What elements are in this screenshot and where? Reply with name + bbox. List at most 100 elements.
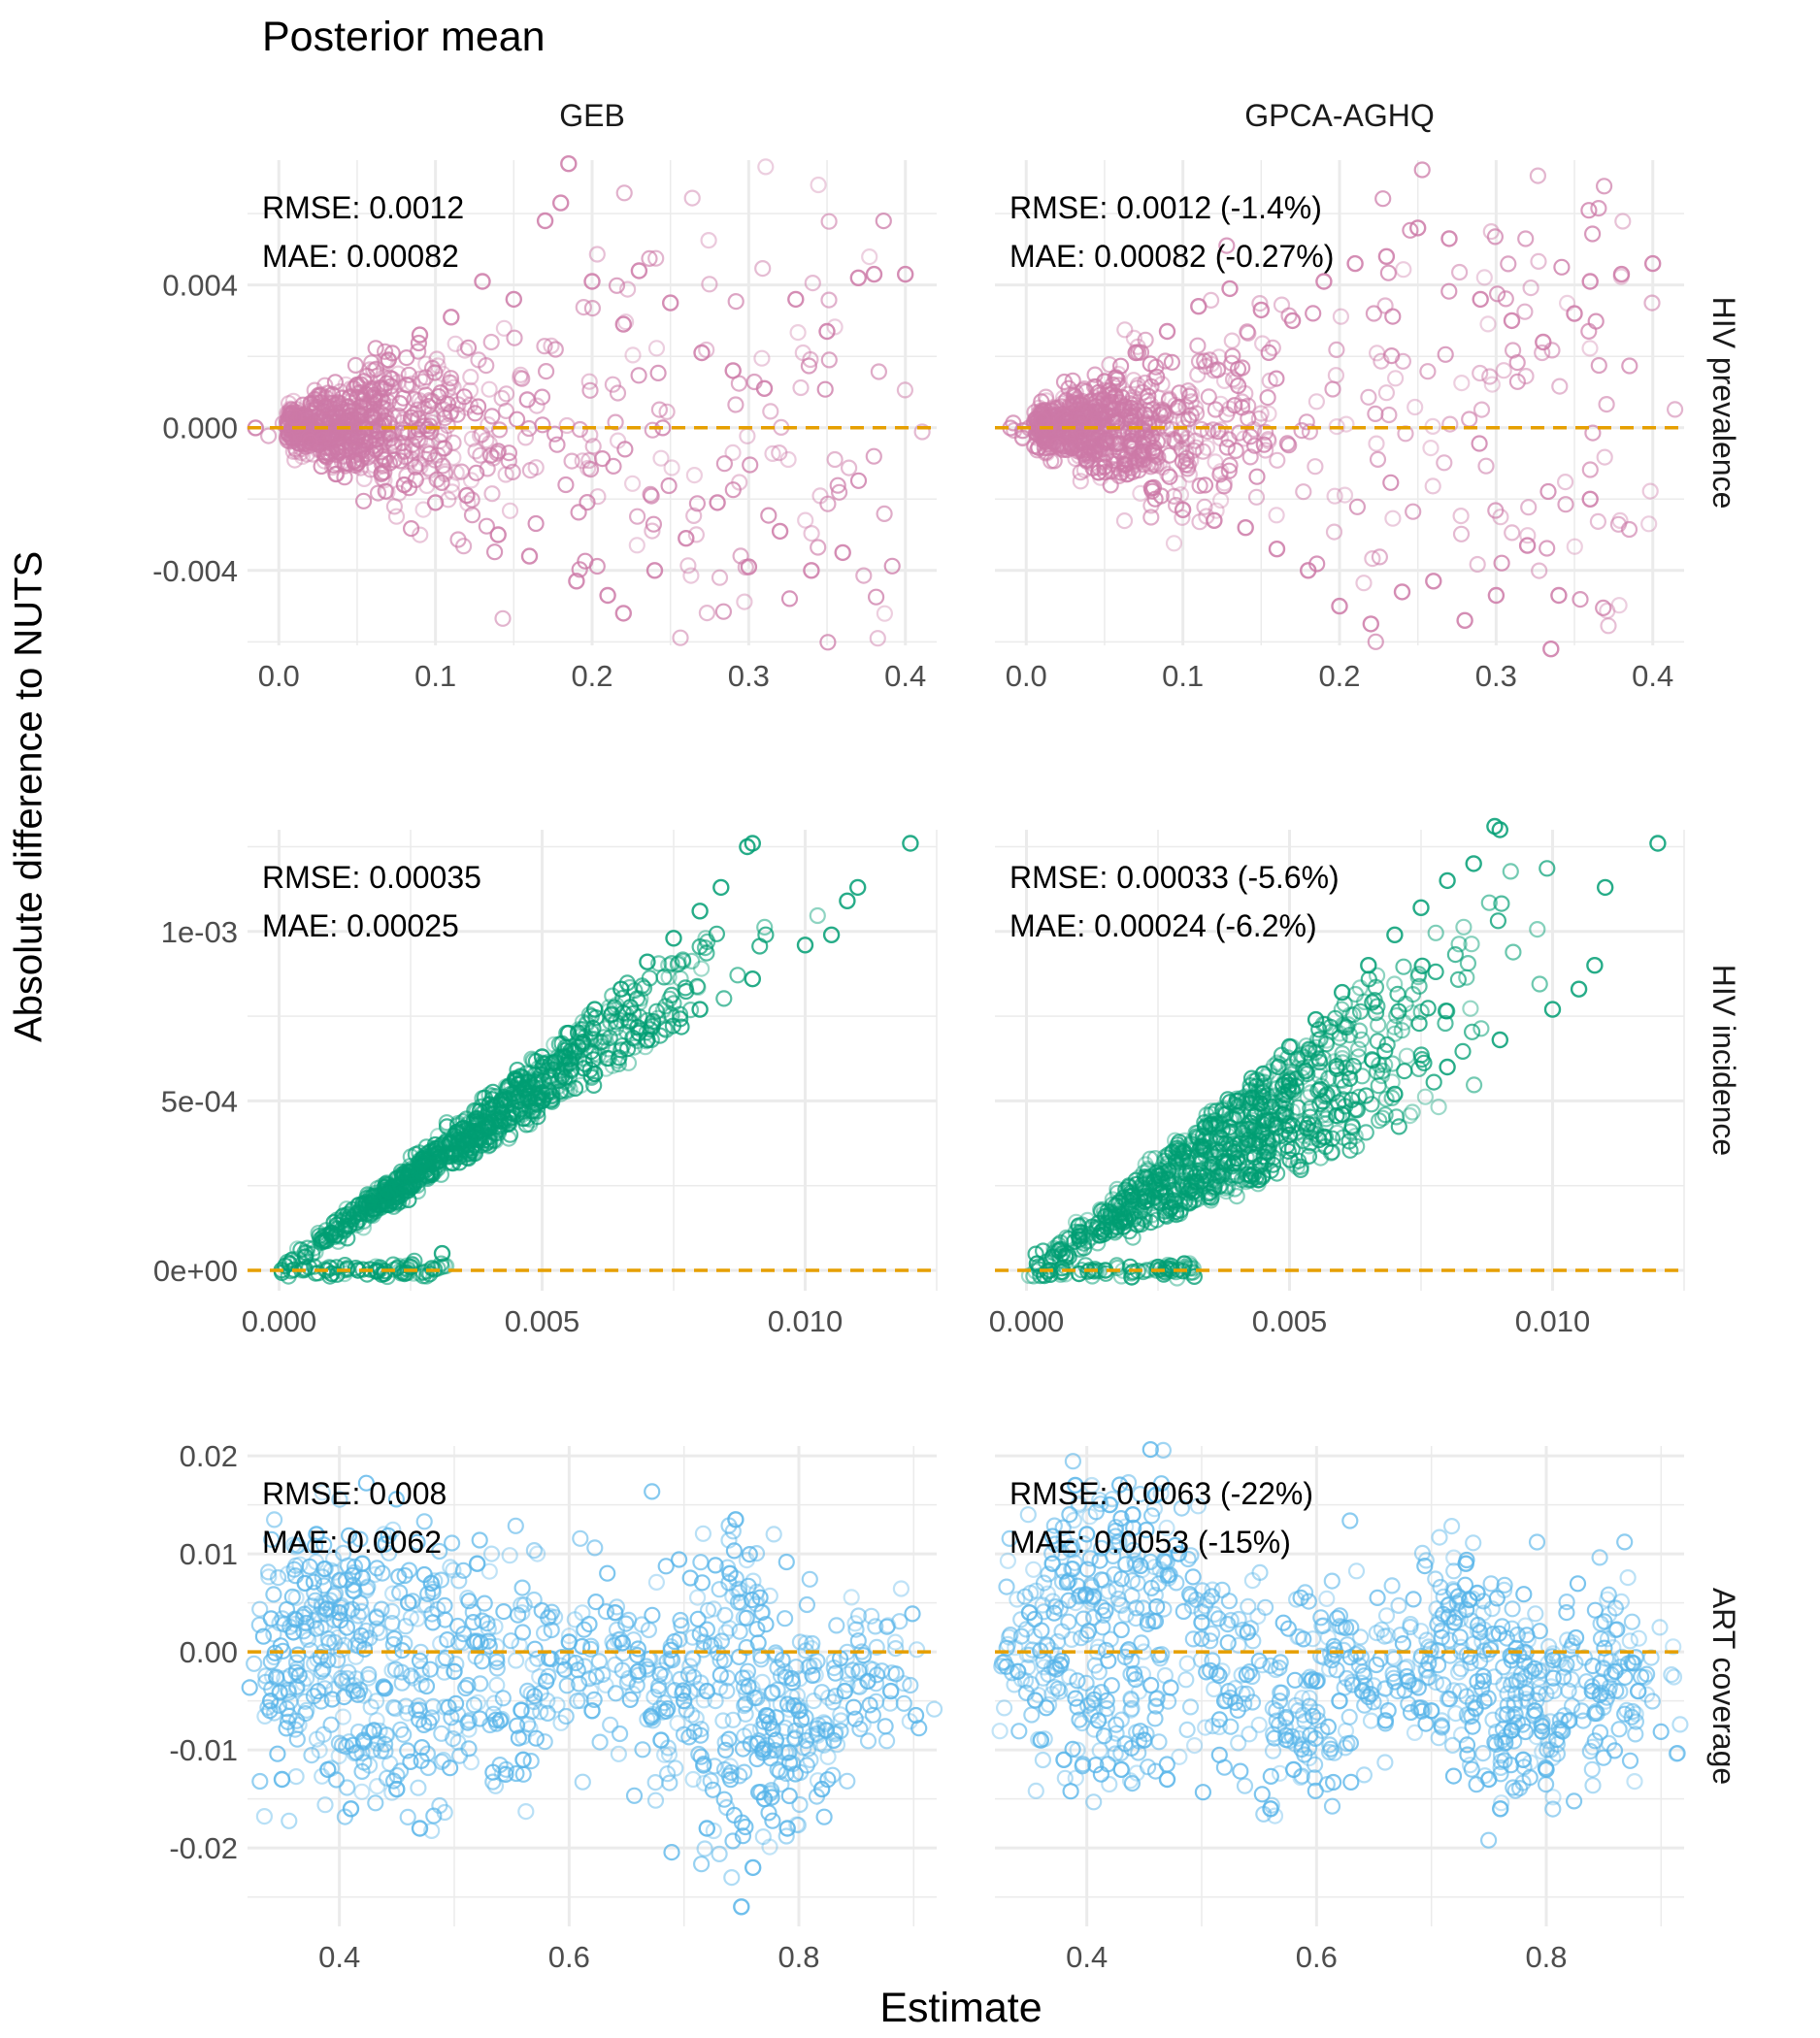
data-point [765, 1526, 782, 1543]
data-point [569, 1024, 587, 1041]
data-point [682, 567, 700, 584]
data-point [1234, 393, 1251, 411]
x-tick-label: 0.2 [1318, 659, 1360, 693]
data-point [1048, 437, 1067, 454]
data-point [1300, 1147, 1318, 1166]
data-point [480, 380, 498, 398]
data-point [661, 1005, 678, 1023]
data-point [1508, 373, 1527, 390]
data-point [1581, 461, 1599, 478]
data-point [1215, 475, 1234, 492]
data-point [1355, 575, 1373, 592]
data-point [498, 1081, 516, 1100]
data-point [443, 309, 460, 326]
data-point [396, 421, 414, 439]
data-point [407, 458, 424, 476]
data-point [1497, 290, 1514, 308]
data-point [819, 495, 837, 512]
data-point [1504, 524, 1521, 542]
data-point [1146, 490, 1164, 508]
data-point [1427, 924, 1444, 941]
data-point [1566, 305, 1583, 322]
data-point [1100, 421, 1117, 440]
data-point [678, 530, 695, 547]
data-point [1260, 344, 1277, 361]
data-point [1187, 439, 1205, 456]
data-point [1500, 255, 1517, 273]
data-point [1338, 415, 1355, 433]
data-point [1583, 225, 1602, 243]
data-point [486, 543, 504, 561]
data-point [839, 892, 856, 909]
data-point [347, 356, 364, 374]
data-point [1609, 515, 1628, 533]
data-point [1305, 305, 1322, 322]
mae-annotation: MAE: 0.00082 [262, 239, 459, 274]
row-strip-label: ART coverage [1706, 1588, 1741, 1785]
data-point [1085, 378, 1104, 395]
data-point [712, 878, 730, 897]
data-point [692, 1856, 711, 1873]
data-point [552, 194, 570, 212]
data-point [1479, 315, 1497, 333]
data-point [1480, 894, 1498, 911]
data-point [708, 925, 726, 942]
data-point [377, 343, 394, 360]
data-point [428, 1139, 446, 1158]
data-point [579, 493, 596, 511]
data-point [753, 349, 771, 367]
rmse-annotation: RMSE: 0.00033 (-5.6%) [1009, 860, 1340, 895]
data-point [359, 1186, 377, 1203]
data-point [643, 487, 660, 505]
data-point [444, 1534, 461, 1552]
data-point [673, 1018, 690, 1035]
data-point [1055, 438, 1073, 455]
data-point [688, 495, 707, 512]
data-point [877, 1718, 894, 1735]
data-point [1140, 415, 1157, 433]
y-tick-label: 5e-04 [161, 1084, 238, 1118]
data-point [694, 1525, 712, 1542]
data-point [625, 1787, 644, 1804]
data-point [865, 265, 883, 283]
data-point [241, 1679, 258, 1696]
data-point [393, 434, 411, 452]
data-point [645, 515, 663, 533]
data-point [1340, 1016, 1357, 1034]
data-point [1649, 835, 1667, 852]
data-point [1611, 511, 1629, 530]
data-point [1211, 430, 1230, 447]
data-point [512, 369, 529, 386]
data-point [429, 357, 447, 375]
data-point [925, 1700, 943, 1718]
data-point [1161, 468, 1178, 485]
data-point [331, 407, 348, 424]
data-point [1328, 418, 1345, 436]
data-point [755, 379, 774, 397]
data-point [262, 1653, 280, 1670]
data-point [691, 903, 709, 920]
data-point [1114, 447, 1132, 465]
data-point [352, 459, 370, 477]
data-point [715, 455, 734, 473]
data-point [839, 1772, 856, 1790]
data-point [742, 456, 759, 474]
data-point [870, 363, 888, 380]
data-point [1472, 364, 1489, 382]
x-tick-label: 0.005 [1252, 1304, 1328, 1338]
data-point [1096, 458, 1113, 476]
data-point [663, 955, 680, 972]
data-point [1379, 264, 1398, 281]
mae-annotation: MAE: 0.00082 (-0.27%) [1009, 239, 1334, 274]
data-point [1182, 393, 1200, 411]
data-point [639, 1031, 656, 1049]
data-point [483, 485, 501, 503]
data-point [1419, 363, 1437, 380]
data-point [1539, 540, 1556, 557]
data-point [505, 290, 522, 309]
data-point [1312, 1077, 1331, 1096]
data-point [1422, 440, 1439, 457]
data-point [1179, 382, 1197, 400]
data-point [411, 326, 429, 344]
